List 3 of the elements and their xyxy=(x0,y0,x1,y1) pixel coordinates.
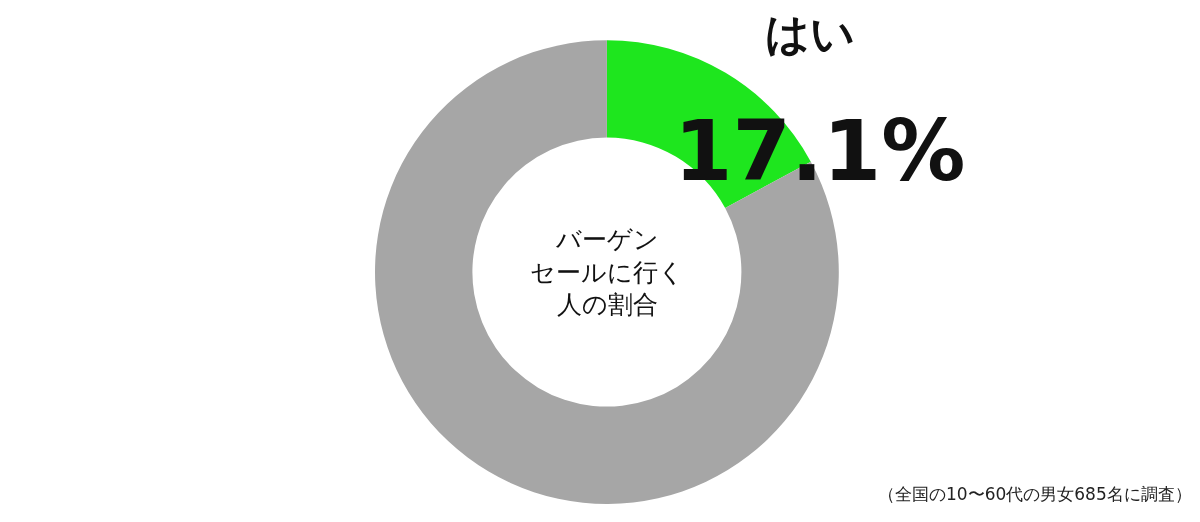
text: バーゲンセールに行く人の割合 xyxy=(530,225,684,319)
text: （全国の10〜60代の男女685名に調査） xyxy=(878,484,1192,504)
slice-label: はい xyxy=(765,8,855,59)
